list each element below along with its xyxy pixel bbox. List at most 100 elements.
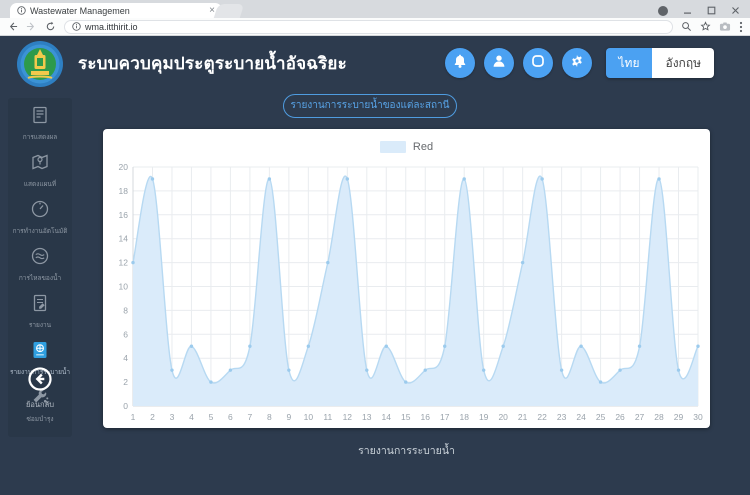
- back-circle-arrow-icon: [27, 367, 53, 396]
- svg-text:19: 19: [479, 412, 489, 422]
- back-button[interactable]: ย้อนกลับ: [8, 366, 72, 411]
- url-bar[interactable]: wma.itthirit.io: [64, 19, 673, 34]
- tab-title: Wastewater Managemen: [30, 5, 130, 16]
- svg-text:18: 18: [459, 412, 469, 422]
- svg-text:10: 10: [304, 412, 314, 422]
- svg-text:12: 12: [119, 258, 129, 268]
- svg-text:5: 5: [209, 412, 214, 422]
- svg-text:12: 12: [343, 412, 353, 422]
- svg-text:25: 25: [596, 412, 606, 422]
- svg-text:8: 8: [123, 305, 128, 315]
- legend-label: Red: [412, 141, 434, 153]
- maintenance-icon: [29, 386, 51, 408]
- svg-text:2: 2: [123, 377, 128, 387]
- svg-text:18: 18: [119, 186, 129, 196]
- svg-text:27: 27: [635, 412, 645, 422]
- svg-text:16: 16: [119, 210, 129, 220]
- svg-text:17: 17: [440, 412, 450, 422]
- new-tab-button[interactable]: [213, 4, 245, 18]
- sidebar-item-label: แสดงแผนที่: [23, 181, 57, 188]
- window-close-icon[interactable]: [731, 2, 740, 20]
- language-english-button[interactable]: อังกฤษ: [652, 48, 714, 78]
- svg-text:11: 11: [323, 412, 332, 422]
- browser-tab[interactable]: Wastewater Managemen ×: [10, 3, 222, 18]
- bookmark-star-icon[interactable]: [700, 21, 711, 32]
- language-thai-button[interactable]: ไทย: [605, 48, 653, 78]
- svg-text:28: 28: [654, 412, 664, 422]
- display-icon: [29, 104, 51, 126]
- svg-text:14: 14: [382, 412, 392, 422]
- svg-text:3: 3: [170, 412, 175, 422]
- notifications-button[interactable]: [444, 48, 475, 78]
- sidebar-item-label: การไหลของน้ำ: [18, 275, 62, 282]
- svg-text:6: 6: [123, 329, 128, 339]
- menu-kebab-icon[interactable]: [739, 21, 743, 33]
- back-button-label: ย้อนกลับ: [26, 400, 54, 409]
- chart-legend[interactable]: Red: [103, 129, 710, 161]
- rounded-frame-icon: [530, 53, 546, 74]
- sidebar-item-label: การแสดงผล: [22, 134, 58, 141]
- language-toggle: ไทย อังกฤษ: [605, 48, 714, 78]
- sidebar-item-3[interactable]: การทำงานอัตโนมัติ: [8, 198, 72, 236]
- forward-nav-icon[interactable]: [26, 21, 37, 32]
- sidebar-item-2[interactable]: แสดงแผนที่: [8, 151, 72, 189]
- tab-close-icon[interactable]: ×: [209, 4, 215, 16]
- svg-text:6: 6: [228, 412, 233, 422]
- legend-swatch: [379, 141, 406, 153]
- sidebar-item-7[interactable]: ซ่อมบำรุง: [8, 386, 72, 424]
- app-root: ระบบควบคุมประตูระบายน้ำอัจฉริยะ ไทย อังก…: [0, 36, 750, 495]
- sidebar-item-label: ซ่อมบำรุง: [26, 416, 54, 423]
- settings-button[interactable]: [561, 48, 592, 78]
- svg-text:4: 4: [189, 412, 194, 422]
- svg-text:23: 23: [557, 412, 567, 422]
- back-nav-icon[interactable]: [7, 21, 18, 32]
- sidebar-item-6[interactable]: รายงานการระบายน้ำ: [8, 339, 72, 377]
- gauge-icon: [29, 198, 51, 220]
- svg-text:21: 21: [518, 412, 528, 422]
- svg-text:2: 2: [150, 412, 155, 422]
- chart-caption: รายงานการระบายน้ำ: [358, 445, 455, 457]
- svg-text:16: 16: [421, 412, 431, 422]
- svg-text:20: 20: [498, 412, 508, 422]
- browser-toolbar: wma.itthirit.io: [0, 18, 750, 36]
- info-icon[interactable]: [72, 22, 81, 31]
- sidebar-item-4[interactable]: การไหลของน้ำ: [8, 245, 72, 283]
- station-report-pill-button[interactable]: รายงานการระบายน้ำของแต่ละสถานี: [283, 94, 457, 118]
- svg-text:22: 22: [537, 412, 547, 422]
- fullscreen-button[interactable]: [522, 48, 553, 78]
- svg-text:4: 4: [123, 353, 128, 363]
- url-text: wma.itthirit.io: [85, 21, 138, 32]
- report-icon: [29, 292, 51, 314]
- svg-text:8: 8: [267, 412, 272, 422]
- user-button[interactable]: [483, 48, 514, 78]
- svg-text:7: 7: [248, 412, 253, 422]
- browser-profile-avatar[interactable]: [658, 6, 668, 16]
- svg-text:20: 20: [119, 162, 129, 172]
- svg-text:1: 1: [131, 412, 136, 422]
- screenshot-icon[interactable]: [719, 21, 731, 32]
- svg-text:24: 24: [576, 412, 586, 422]
- waves-icon: [29, 245, 51, 267]
- info-icon: [17, 6, 26, 15]
- window-maximize-icon[interactable]: [707, 2, 716, 20]
- svg-text:29: 29: [674, 412, 684, 422]
- page-title: ระบบควบคุมประตูระบายน้ำอัจฉริยะ: [78, 54, 347, 73]
- svg-text:13: 13: [362, 412, 372, 422]
- sidebar-item-label: รายงาน: [28, 322, 52, 329]
- svg-text:30: 30: [693, 412, 703, 422]
- window-minimize-icon[interactable]: [683, 2, 692, 20]
- user-icon: [491, 53, 507, 74]
- search-icon[interactable]: [681, 21, 692, 32]
- svg-text:15: 15: [401, 412, 411, 422]
- chart-card: Red 0 2 4 6 8 10 12 14 16 18 20 1 2 3 4 5 6 7 8 9 10 11 12 13 14…: [103, 129, 710, 428]
- sidebar-item-1[interactable]: การแสดงผล: [8, 104, 72, 142]
- refresh-icon[interactable]: [45, 21, 56, 32]
- sidebar-item-5[interactable]: รายงาน: [8, 292, 72, 330]
- svg-text:0: 0: [123, 401, 128, 411]
- sidebar-item-label: การทำงานอัตโนมัติ: [12, 228, 68, 235]
- drainage-report-icon: [29, 339, 51, 361]
- svg-text:10: 10: [119, 282, 129, 292]
- browser-tabstrip: Wastewater Managemen ×: [0, 0, 750, 18]
- map-icon: [29, 151, 51, 173]
